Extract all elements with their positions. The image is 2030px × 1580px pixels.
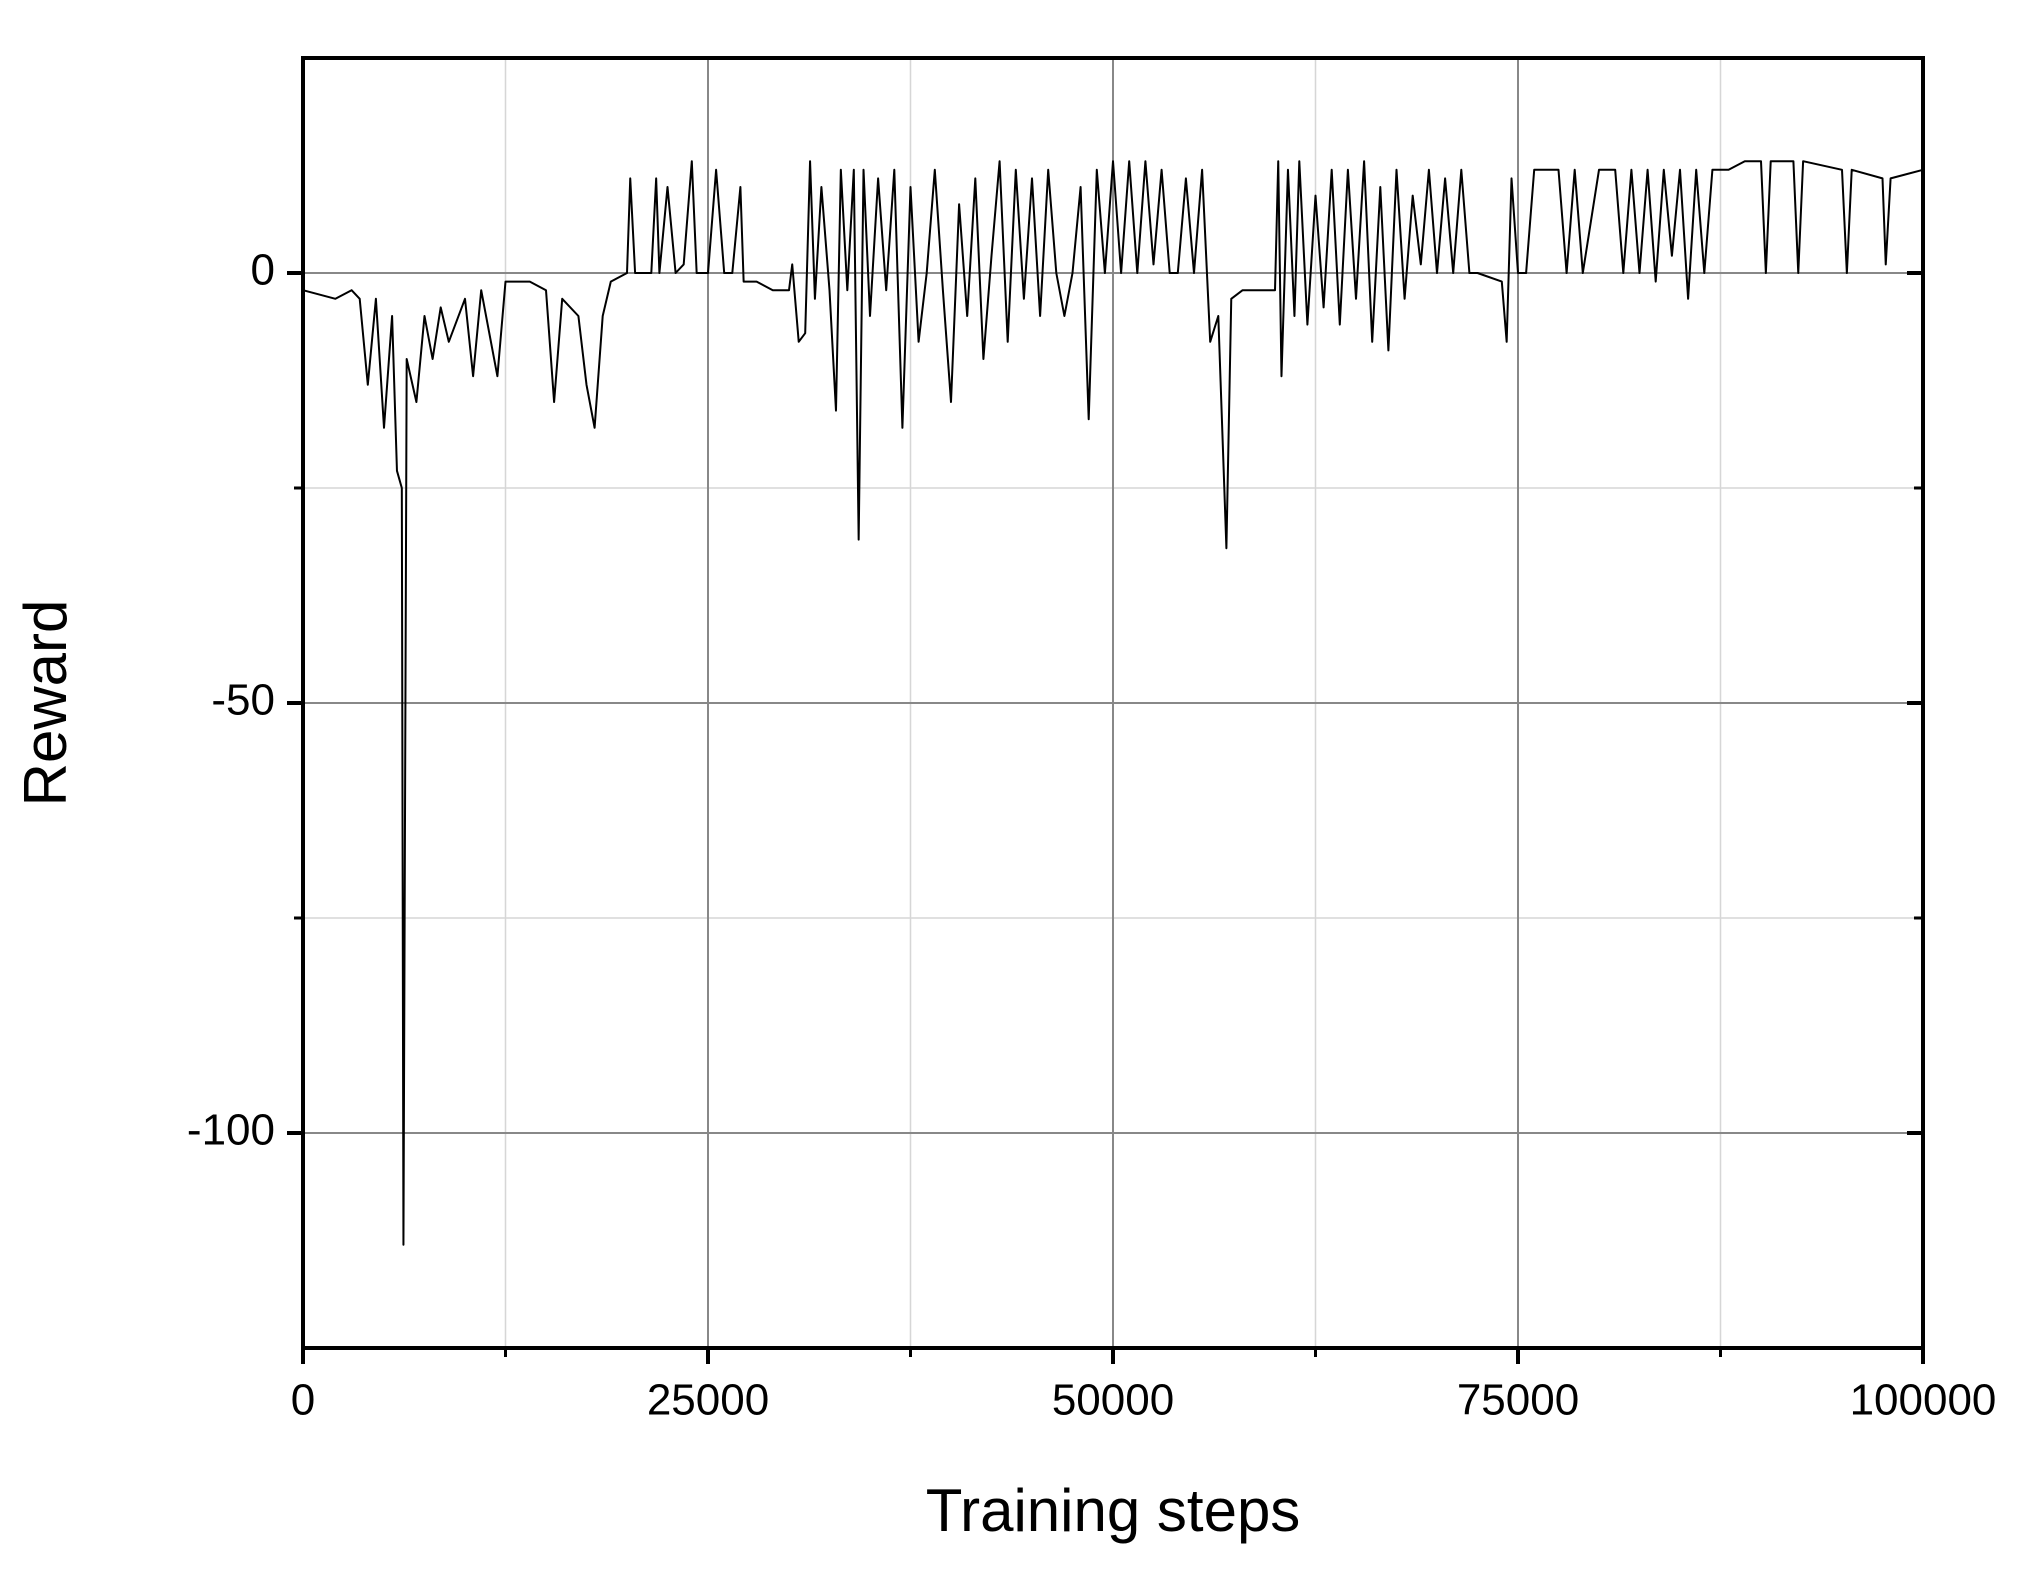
- x-tick-label: 50000: [1052, 1376, 1174, 1425]
- y-tick-label: 0: [251, 246, 275, 295]
- y-axis-label: Reward: [12, 600, 79, 807]
- x-tick-label: 100000: [1850, 1376, 1997, 1425]
- plot-frame: [301, 56, 1925, 1350]
- x-tick-label: 0: [291, 1376, 315, 1425]
- x-axis-label: Training steps: [926, 1477, 1301, 1544]
- x-tick-label: 25000: [647, 1376, 769, 1425]
- y-tick-label: -100: [187, 1106, 275, 1155]
- y-tick-label: -50: [211, 676, 275, 725]
- reward-line: [302, 160, 1924, 1246]
- x-tick-label: 75000: [1457, 1376, 1579, 1425]
